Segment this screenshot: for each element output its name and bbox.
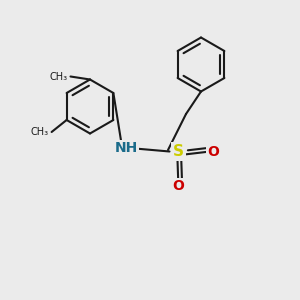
Text: O: O — [172, 179, 184, 193]
Text: CH₃: CH₃ — [50, 71, 68, 82]
Text: NH: NH — [114, 142, 138, 155]
Text: O: O — [207, 145, 219, 158]
Text: S: S — [173, 144, 184, 159]
Text: CH₃: CH₃ — [31, 127, 49, 137]
